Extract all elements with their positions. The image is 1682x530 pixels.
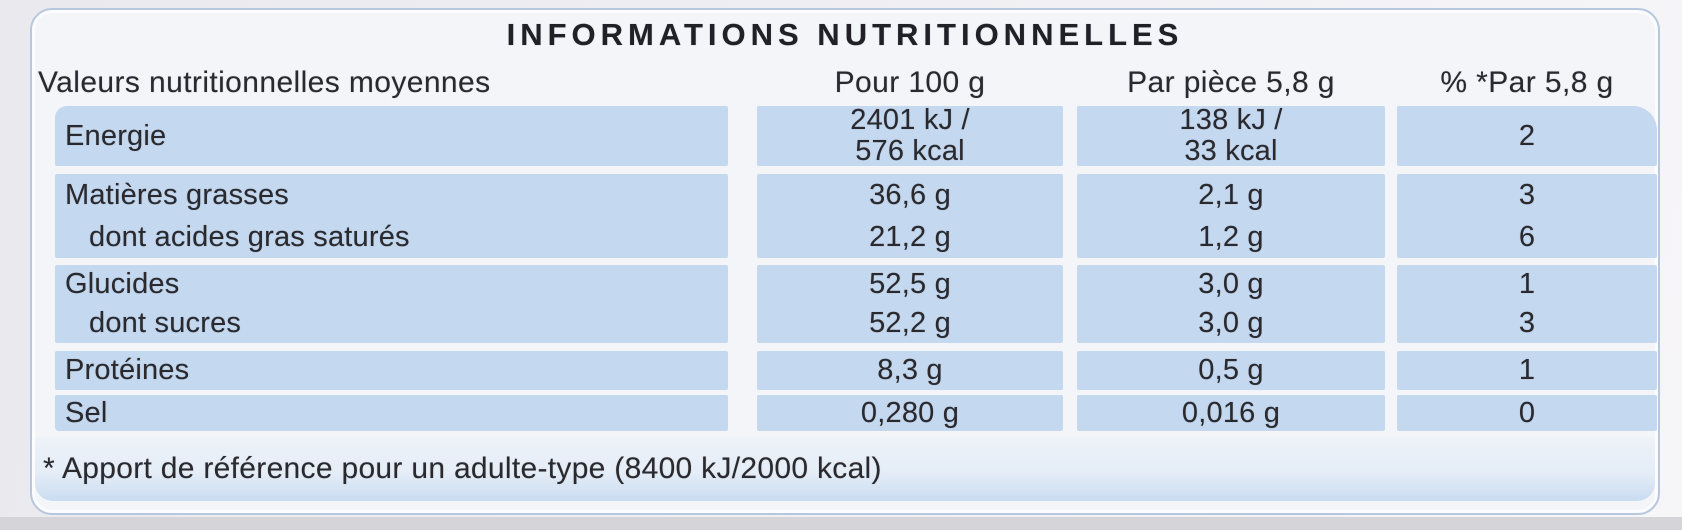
- row-label-proteines: Protéines: [65, 354, 190, 386]
- page-title: INFORMATIONS NUTRITIONNELLES: [506, 17, 1184, 52]
- table-row-glucides: Glucides dont sucres 52,5 g 52,2 g 3,0 g…: [55, 265, 1658, 343]
- proteines-pct-value: 1: [1518, 354, 1536, 386]
- row-label-sel: Sel: [65, 396, 108, 429]
- matieres-grasses-pct-value: 3: [1518, 178, 1536, 211]
- cell-glucides-per-piece: 3,0 g 3,0 g: [1077, 265, 1385, 343]
- cell-energie-per-piece: 138 kJ / 33 kcal: [1077, 105, 1385, 167]
- column-header-average-values: Valeurs nutritionnelles moyennes: [38, 66, 491, 99]
- label-cell-matieres-grasses: Matières grasses dont acides gras saturé…: [55, 174, 728, 258]
- cell-sel-per100: 0,280 g: [757, 395, 1063, 431]
- row-label-acides-gras-satures: dont acides gras saturés: [89, 220, 410, 253]
- label-cell-proteines: Protéines: [55, 351, 728, 390]
- sucres-piece-value: 3,0 g: [1198, 307, 1264, 339]
- sel-per100-value: 0,280 g: [860, 396, 960, 429]
- nutrition-table: Energie 2401 kJ / 576 kcal 138 kJ / 33 k…: [55, 105, 1658, 431]
- cell-glucides-pct: 1 3: [1397, 265, 1657, 343]
- glucides-piece-value: 3,0 g: [1198, 268, 1264, 300]
- energie-per100-kj: 2401 kJ /: [850, 104, 970, 136]
- acides-gras-piece-value: 1,2 g: [1198, 220, 1264, 253]
- acides-gras-per100-value: 21,2 g: [869, 220, 951, 253]
- nutrition-facts-panel: INFORMATIONS NUTRITIONNELLES Valeurs nut…: [30, 8, 1660, 515]
- cell-sel-per-piece: 0,016 g: [1077, 395, 1385, 431]
- photo-edge-strip: [0, 517, 1682, 530]
- energie-piece-kj: 138 kJ /: [1179, 104, 1283, 136]
- acides-gras-pct-value: 6: [1518, 220, 1536, 253]
- row-label-energie: Energie: [65, 119, 167, 152]
- cell-proteines-per-piece: 0,5 g: [1077, 351, 1385, 390]
- matieres-grasses-piece-value: 2,1 g: [1198, 178, 1264, 211]
- label-cell-sel: Sel: [55, 395, 728, 431]
- table-row-proteines: Protéines 8,3 g 0,5 g 1: [55, 351, 1658, 390]
- matieres-grasses-per100-value: 36,6 g: [869, 178, 951, 211]
- energie-per-piece-value: 138 kJ / 33 kcal: [1077, 105, 1385, 167]
- proteines-piece-value: 0,5 g: [1198, 354, 1264, 386]
- sel-piece-value: 0,016 g: [1181, 396, 1281, 429]
- energie-pct-value: 2: [1518, 119, 1536, 152]
- table-row-matieres-grasses: Matières grasses dont acides gras saturé…: [55, 174, 1658, 258]
- column-header-per-100g: Pour 100 g: [834, 66, 986, 99]
- label-cell-energie: Energie: [55, 106, 728, 166]
- label-cell-glucides: Glucides dont sucres: [55, 265, 728, 343]
- table-row-energie: Energie 2401 kJ / 576 kcal 138 kJ / 33 k…: [55, 105, 1658, 167]
- cell-energie-per100: 2401 kJ / 576 kcal: [757, 105, 1063, 167]
- column-header-percent-per-piece: % *Par 5,8 g: [1440, 66, 1614, 99]
- cell-proteines-per100: 8,3 g: [757, 351, 1063, 390]
- proteines-per100-value: 8,3 g: [877, 354, 943, 386]
- energie-piece-kcal: 33 kcal: [1184, 135, 1278, 167]
- glucides-pct-value: 1: [1518, 268, 1536, 300]
- row-label-sucres: dont sucres: [89, 307, 242, 339]
- row-label-glucides: Glucides: [65, 268, 180, 300]
- cell-glucides-per100: 52,5 g 52,2 g: [757, 265, 1063, 343]
- cell-sel-pct: 0: [1397, 395, 1657, 431]
- sucres-per100-value: 52,2 g: [869, 307, 951, 339]
- reference-intake-footnote: * Apport de référence pour un adulte-typ…: [35, 437, 1655, 501]
- cell-matieres-grasses-per-piece: 2,1 g 1,2 g: [1077, 174, 1385, 258]
- cell-matieres-grasses-per100: 36,6 g 21,2 g: [757, 174, 1063, 258]
- sucres-pct-value: 3: [1518, 307, 1536, 339]
- cell-matieres-grasses-pct: 3 6: [1397, 174, 1657, 258]
- energie-per100-kcal: 576 kcal: [855, 135, 965, 167]
- glucides-per100-value: 52,5 g: [869, 268, 951, 300]
- table-header-row: Valeurs nutritionnelles moyennes Pour 10…: [38, 56, 1658, 100]
- sel-pct-value: 0: [1518, 396, 1536, 429]
- table-row-sel: Sel 0,280 g 0,016 g 0: [55, 395, 1658, 431]
- energie-per100-value: 2401 kJ / 576 kcal: [757, 105, 1063, 167]
- column-header-per-piece: Par pièce 5,8 g: [1127, 66, 1335, 99]
- cell-energie-pct: 2: [1397, 106, 1657, 166]
- cell-proteines-pct: 1: [1397, 351, 1657, 390]
- row-label-matieres-grasses: Matières grasses: [65, 178, 289, 211]
